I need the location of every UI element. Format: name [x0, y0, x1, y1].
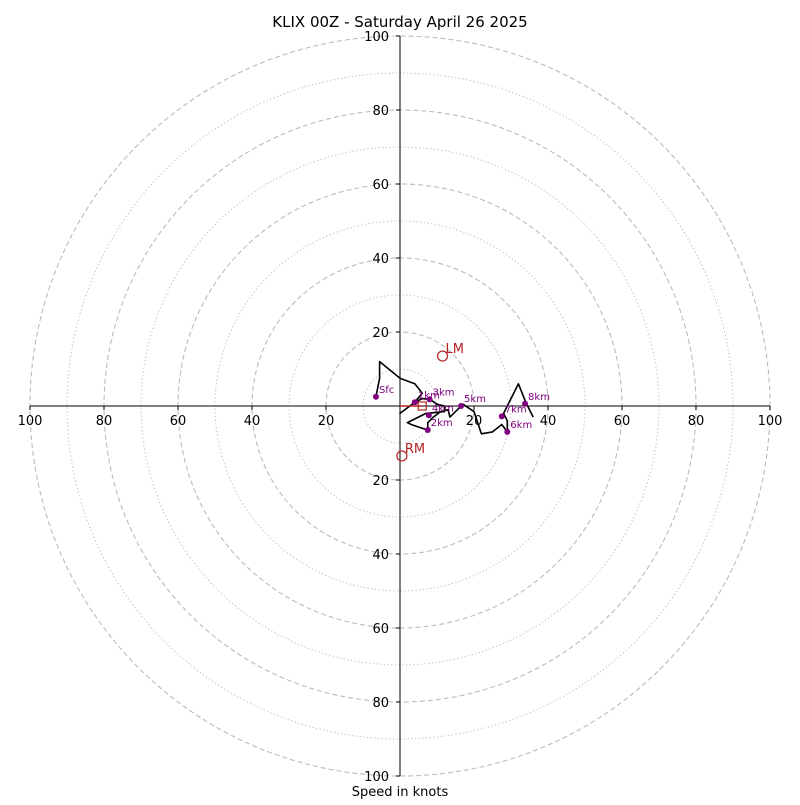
storm-motion-label: RM [405, 442, 425, 457]
y-tick-label: 100 [364, 30, 389, 45]
x-tick-label: 40 [540, 414, 557, 429]
x-tick-label: 80 [688, 414, 705, 429]
x-tick-label: 100 [18, 414, 43, 429]
y-tick-label: 20 [372, 326, 389, 341]
height-marker-dot [425, 412, 432, 419]
height-marker-dot [411, 399, 418, 406]
height-marker-label: 8km [528, 392, 550, 403]
x-tick-label: 80 [96, 414, 113, 429]
height-marker-label: Sfc [379, 385, 394, 396]
chart-title: KLIX 00Z - Saturday April 26 2025 [272, 13, 527, 31]
height-marker-label: 2km [431, 418, 453, 429]
x-tick-label: 60 [614, 414, 631, 429]
height-marker-label: 5km [464, 394, 486, 405]
height-marker-dot [424, 427, 431, 434]
x-tick-label: 40 [244, 414, 261, 429]
height-marker-label: 1km [418, 390, 440, 401]
y-tick-label: 80 [372, 104, 389, 119]
height-marker-dot [372, 393, 379, 400]
storm-motion-marker [396, 450, 408, 462]
height-marker-dot [504, 428, 511, 435]
storm-motion-markers: LM RM [396, 342, 464, 462]
height-marker-dot [522, 400, 529, 407]
y-tick-label: 40 [372, 252, 389, 267]
x-tick-label: 100 [758, 414, 783, 429]
y-tick-label: 20 [372, 474, 389, 489]
storm-motion-label: LM [446, 342, 464, 357]
tick-labels: 100 80 60 40 20 20 40 60 80 100100806040202040608… [18, 30, 783, 785]
x-tick-label: 60 [170, 414, 187, 429]
y-tick-label: 80 [372, 696, 389, 711]
height-marker-label: 6km [510, 420, 532, 431]
mean-wind-marker [417, 401, 427, 411]
height-marker-label: 7km [505, 404, 527, 415]
height-marker-dot [426, 396, 433, 403]
x-tick-label: 20 [318, 414, 335, 429]
height-marker-label: 3km [433, 387, 455, 398]
y-tick-label: 60 [372, 622, 389, 637]
storm-motion-marker [436, 350, 449, 362]
y-tick-label: 40 [372, 548, 389, 563]
y-tick-label: 60 [372, 178, 389, 193]
height-marker-dot [458, 403, 465, 409]
height-marker-dot [498, 413, 505, 420]
x-axis-label: Speed in knots [352, 785, 449, 800]
y-tick-label: 100 [364, 770, 389, 785]
height-marker-label: 4km [432, 403, 454, 414]
